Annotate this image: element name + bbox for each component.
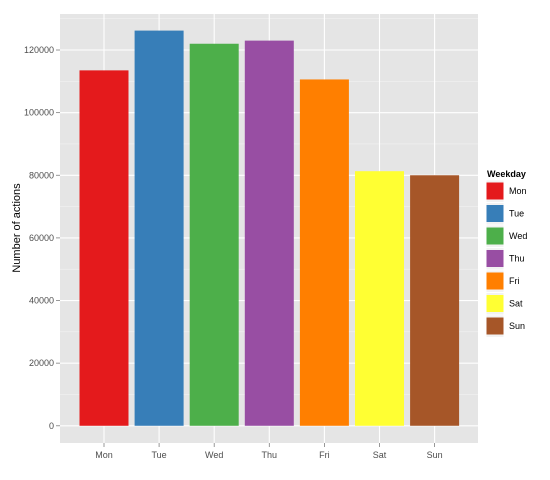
x-tick-label: Sun — [427, 450, 443, 460]
bar-wed — [189, 43, 239, 426]
x-tick-label: Tue — [152, 450, 167, 460]
legend-title: Weekday — [487, 169, 526, 179]
y-axis-ticks: 0 20000 40000 60000 80000 100000 120000 — [24, 45, 60, 431]
legend-items: Mon Tue Wed Thu Fri Sat Sun — [485, 179, 527, 338]
bar-tue — [134, 30, 184, 426]
bar-mon — [79, 70, 129, 426]
legend-swatch-mon — [486, 182, 504, 200]
x-tick-label: Thu — [262, 450, 278, 460]
y-tick-label: 60000 — [29, 233, 54, 243]
legend-label-thu: Thu — [509, 254, 525, 264]
x-tick-label: Fri — [319, 450, 330, 460]
bar-sun — [410, 175, 460, 426]
legend: Weekday Mon Tue Wed Thu Fri Sat Sun — [485, 169, 527, 338]
y-tick-label: 40000 — [29, 296, 54, 306]
x-tick-label: Mon — [95, 450, 113, 460]
legend-swatch-tue — [486, 205, 504, 222]
bars — [79, 30, 460, 426]
legend-label-wed: Wed — [509, 231, 527, 241]
legend-label-tue: Tue — [509, 209, 524, 219]
bar-fri — [299, 79, 349, 426]
y-tick-label: 80000 — [29, 170, 54, 180]
legend-swatch-fri — [486, 272, 504, 290]
bar-thu — [244, 40, 294, 426]
x-tick-label: Sat — [373, 450, 387, 460]
legend-swatch-thu — [486, 250, 504, 267]
legend-swatch-wed — [486, 227, 504, 245]
legend-swatch-sat — [486, 295, 504, 312]
y-tick-label: 20000 — [29, 358, 54, 368]
y-tick-label: 0 — [49, 421, 54, 431]
legend-label-sat: Sat — [509, 299, 523, 309]
y-axis-title: Number of actions — [11, 183, 23, 273]
legend-label-sun: Sun — [509, 321, 525, 331]
legend-swatch-sun — [486, 317, 504, 335]
y-tick-label: 120000 — [24, 45, 54, 55]
bar-sat — [355, 171, 404, 426]
y-tick-label: 100000 — [24, 108, 54, 118]
x-tick-label: Wed — [205, 450, 223, 460]
x-axis-ticks: Mon Tue Wed Thu Fri Sat Sun — [95, 443, 443, 460]
legend-label-mon: Mon — [509, 186, 527, 196]
legend-label-fri: Fri — [509, 276, 520, 286]
